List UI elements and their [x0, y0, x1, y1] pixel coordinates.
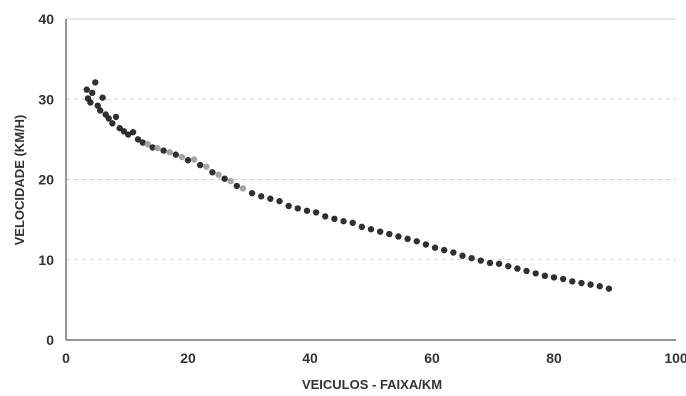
data-point [89, 89, 96, 97]
data-point [172, 151, 179, 158]
data-point [87, 99, 94, 106]
data-point [486, 259, 494, 267]
x-tick-label-80: 80 [546, 350, 562, 366]
data-point [404, 235, 411, 243]
data-point [160, 147, 167, 154]
data-point [109, 120, 116, 127]
data-point [227, 177, 234, 185]
data-point [367, 226, 375, 233]
data-point [532, 270, 539, 277]
y-tick-label-30: 30 [38, 91, 54, 107]
data-point [139, 139, 147, 146]
data-point [197, 161, 204, 169]
data-point [441, 246, 448, 254]
data-point [233, 182, 240, 190]
data-point [258, 193, 265, 200]
data-point [303, 207, 311, 214]
tick-labels: 0 10 20 30 40 0 20 40 60 80 100 [38, 11, 686, 366]
data-point [541, 272, 549, 279]
data-point [144, 140, 151, 148]
data-point [184, 157, 192, 164]
data-point [166, 149, 173, 156]
data-point [94, 102, 101, 109]
data-point [149, 144, 156, 151]
data-point [514, 265, 521, 272]
y-tick-label-0: 0 [46, 332, 54, 348]
data-point [190, 156, 198, 163]
x-axis-label: VEICULOS - FAIXA/KM [302, 377, 442, 392]
data-point [125, 131, 132, 138]
data-point [105, 115, 112, 122]
data-point [322, 213, 329, 220]
data-point [99, 94, 106, 101]
data-points [83, 79, 613, 292]
data-point [112, 113, 120, 121]
x-tick-label-0: 0 [62, 350, 70, 366]
data-point [92, 79, 99, 86]
data-point [376, 228, 384, 235]
data-point [349, 219, 356, 227]
y-tick-label-10: 10 [38, 252, 54, 268]
data-point [248, 189, 256, 197]
x-tick-label-60: 60 [424, 350, 440, 366]
data-point [459, 252, 466, 259]
data-point [312, 209, 320, 216]
data-point [331, 215, 338, 223]
data-point [340, 218, 347, 225]
data-point [215, 171, 222, 178]
data-point [83, 86, 90, 93]
grid-lines [66, 18, 676, 261]
data-point [154, 145, 161, 152]
data-point [505, 262, 512, 270]
x-tick-label-100: 100 [664, 350, 686, 366]
data-point [431, 244, 439, 251]
data-point [413, 238, 420, 245]
data-point [450, 249, 457, 256]
data-point [209, 169, 216, 176]
data-point [96, 107, 104, 114]
y-axis-label: VELOCIDADE (KM/H) [12, 115, 27, 246]
data-point [605, 285, 613, 292]
data-point [596, 283, 603, 290]
data-point [550, 274, 558, 281]
data-point [578, 279, 585, 287]
data-point [134, 136, 142, 143]
data-point [221, 175, 228, 182]
data-point [129, 128, 137, 136]
data-point [358, 223, 366, 231]
data-point [523, 267, 530, 275]
data-point [386, 230, 393, 238]
data-point [178, 153, 186, 161]
data-point [395, 233, 402, 240]
data-point [468, 254, 475, 262]
y-tick-label-40: 40 [38, 11, 54, 27]
data-point [559, 275, 567, 283]
data-point [239, 185, 247, 192]
data-point [203, 163, 210, 170]
data-point [267, 195, 274, 202]
data-point [294, 205, 301, 212]
x-tick-label-40: 40 [302, 350, 318, 366]
data-point [495, 260, 503, 267]
data-point [422, 241, 430, 248]
data-point [587, 281, 594, 288]
x-tick-label-20: 20 [180, 350, 196, 366]
data-point [285, 202, 292, 210]
y-tick-label-20: 20 [38, 172, 54, 188]
data-point [569, 278, 576, 285]
data-point [276, 197, 283, 205]
axes [65, 19, 676, 341]
data-point [477, 257, 484, 264]
